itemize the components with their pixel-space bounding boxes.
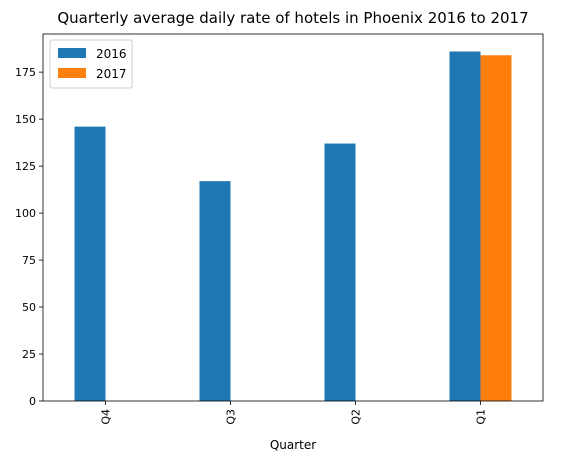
legend-swatch-2017 [58,68,86,78]
y-tick-label-75: 75 [22,254,36,267]
legend-swatch-2016 [58,48,86,58]
chart-title: Quarterly average daily rate of hotels i… [57,9,528,27]
bar-2016-Q3 [199,181,231,401]
bar-2016-Q2 [324,143,356,401]
x-tick-label-Q3: Q3 [225,409,238,425]
y-tick-label-175: 175 [15,66,36,79]
x-axis-label: Quarter [270,438,316,452]
y-tick-label-150: 150 [15,113,36,126]
bar-2017-Q1 [480,55,512,402]
bar-2016-Q1 [449,51,481,401]
y-tick-label-100: 100 [15,207,36,220]
legend-label-2017: 2017 [96,67,127,81]
x-tick-label-Q1: Q1 [475,409,488,425]
x-tick-label-Q4: Q4 [100,409,113,425]
y-tick-label-50: 50 [22,301,36,314]
x-tick-label-Q2: Q2 [350,409,363,425]
legend-label-2016: 2016 [96,47,127,61]
y-tick-label-0: 0 [29,395,36,408]
axes-frame [42,33,544,402]
bar-2016-Q4 [74,126,106,401]
y-tick-label-125: 125 [15,160,36,173]
y-tick-label-25: 25 [22,348,36,361]
plot-area: 0 25 50 75 100 125 150 175 Q4 Q3 Q2 Q1 2016 2017 [15,33,544,425]
